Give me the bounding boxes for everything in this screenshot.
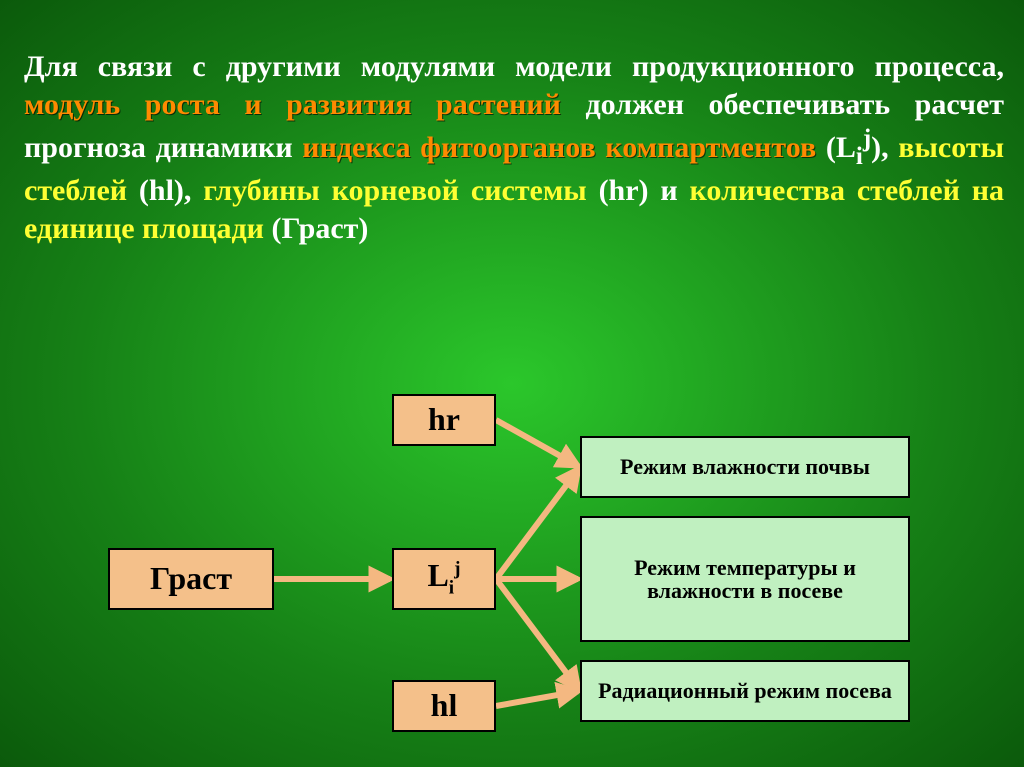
- node-lij: Lij: [392, 548, 496, 610]
- arrow-hr-humidity: [496, 420, 578, 466]
- txt-seg7: (hl),: [127, 174, 203, 207]
- arrow-lij-humidity: [496, 469, 579, 579]
- node-lij-sup: j: [454, 559, 460, 580]
- node-grast-label: Граст: [150, 562, 232, 596]
- node-hl: hl: [392, 680, 496, 732]
- txt-seg5sub: i: [856, 143, 863, 170]
- arrow-hl-rad: [496, 691, 578, 706]
- node-temp: Режим температуры и влажности в посеве: [580, 516, 910, 642]
- node-lij-label: Lij: [427, 559, 460, 599]
- node-humidity: Режим влажности почвы: [580, 436, 910, 498]
- node-hr: hr: [392, 394, 496, 446]
- txt-seg9: (hr): [587, 174, 661, 207]
- txt-seg4: индекса фитоорганов компартментов: [302, 131, 816, 164]
- txt-seg5a: (L: [816, 131, 856, 164]
- node-temp-label: Режим температуры и влажности в посеве: [588, 556, 902, 602]
- txt-seg8: глубины корневой системы: [203, 174, 586, 207]
- txt-seg1: Для связи с другими модулями модели прод…: [24, 50, 1004, 83]
- txt-seg10: и: [660, 174, 689, 207]
- arrow-lij-rad: [496, 579, 579, 689]
- description-paragraph: Для связи с другими модулями модели прод…: [24, 48, 1004, 247]
- txt-seg5sup: j: [863, 125, 871, 152]
- txt-seg12: (Граст): [264, 212, 368, 245]
- node-rad-label: Радиационный режим посева: [598, 679, 892, 702]
- node-rad: Радиационный режим посева: [580, 660, 910, 722]
- txt-seg5b: ),: [871, 131, 898, 164]
- node-lij-base: L: [427, 557, 448, 593]
- node-humidity-label: Режим влажности почвы: [620, 455, 870, 478]
- node-hr-label: hr: [428, 403, 460, 437]
- node-grast: Граст: [108, 548, 274, 610]
- txt-seg2: модуль роста и развития растений: [24, 88, 561, 121]
- node-hl-label: hl: [431, 689, 458, 723]
- node-lij-sub: i: [449, 578, 454, 599]
